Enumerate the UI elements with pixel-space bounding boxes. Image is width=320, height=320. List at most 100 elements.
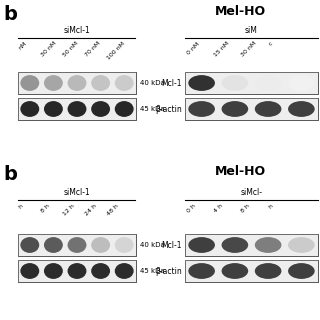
Bar: [252, 234, 285, 256]
Ellipse shape: [68, 101, 86, 117]
Bar: [185, 72, 318, 94]
Bar: [185, 234, 318, 256]
Text: 70 nM: 70 nM: [84, 41, 101, 58]
Text: 8 h: 8 h: [240, 203, 251, 213]
Bar: [18, 260, 136, 282]
Bar: [89, 234, 112, 256]
Ellipse shape: [91, 101, 110, 117]
Bar: [18, 72, 42, 94]
Ellipse shape: [188, 263, 215, 279]
Text: 100 nM: 100 nM: [106, 41, 126, 61]
Ellipse shape: [115, 263, 134, 279]
Bar: [89, 260, 112, 282]
Ellipse shape: [221, 75, 248, 91]
Text: 48 h: 48 h: [106, 203, 119, 216]
Ellipse shape: [44, 75, 63, 91]
Text: siMcl-: siMcl-: [241, 188, 262, 197]
Text: 15 nM: 15 nM: [213, 41, 230, 58]
Text: 30 nM: 30 nM: [40, 41, 57, 58]
Bar: [185, 234, 318, 256]
Text: 50 nM: 50 nM: [62, 41, 79, 58]
Bar: [42, 234, 65, 256]
Bar: [185, 72, 318, 94]
Bar: [112, 260, 136, 282]
Bar: [218, 98, 252, 120]
Ellipse shape: [221, 237, 248, 253]
Text: b: b: [3, 5, 17, 24]
Bar: [252, 260, 285, 282]
Bar: [185, 260, 318, 282]
Bar: [89, 98, 112, 120]
Ellipse shape: [188, 237, 215, 253]
Ellipse shape: [68, 237, 86, 253]
Text: Mcl-1: Mcl-1: [162, 78, 182, 87]
Ellipse shape: [68, 75, 86, 91]
Text: siM: siM: [245, 26, 258, 35]
Bar: [18, 260, 136, 282]
Bar: [285, 260, 318, 282]
Text: 45 kDa: 45 kDa: [140, 268, 164, 274]
Text: 8 h: 8 h: [40, 203, 51, 213]
Ellipse shape: [68, 263, 86, 279]
Bar: [112, 72, 136, 94]
Bar: [18, 72, 136, 94]
Ellipse shape: [44, 263, 63, 279]
Ellipse shape: [288, 263, 315, 279]
Text: β-actin: β-actin: [155, 267, 182, 276]
Text: b: b: [3, 165, 17, 184]
Bar: [218, 234, 252, 256]
Bar: [185, 260, 218, 282]
Text: siMcl-1: siMcl-1: [63, 26, 90, 35]
Text: 40 kDa: 40 kDa: [140, 242, 165, 248]
Bar: [185, 234, 218, 256]
Text: 45 kDa: 45 kDa: [140, 106, 164, 112]
Ellipse shape: [20, 75, 39, 91]
Bar: [218, 72, 252, 94]
Ellipse shape: [20, 237, 39, 253]
Text: h: h: [18, 203, 24, 209]
Text: β-actin: β-actin: [155, 105, 182, 114]
Ellipse shape: [255, 263, 281, 279]
Bar: [112, 98, 136, 120]
Text: 40 kDa: 40 kDa: [140, 80, 165, 86]
Text: 0 nM: 0 nM: [186, 41, 200, 55]
Ellipse shape: [255, 237, 281, 253]
Text: siMcl-1: siMcl-1: [63, 188, 90, 197]
Ellipse shape: [255, 75, 281, 91]
Bar: [42, 98, 65, 120]
Ellipse shape: [115, 101, 134, 117]
Text: 0 h: 0 h: [186, 203, 196, 213]
Bar: [89, 72, 112, 94]
Bar: [185, 260, 318, 282]
Bar: [112, 234, 136, 256]
Bar: [252, 98, 285, 120]
Text: Mel-HO: Mel-HO: [214, 165, 266, 178]
Text: 12 h: 12 h: [62, 203, 75, 216]
Bar: [42, 260, 65, 282]
Bar: [18, 98, 42, 120]
Bar: [285, 72, 318, 94]
Bar: [42, 72, 65, 94]
Bar: [18, 260, 42, 282]
Text: 30 nM: 30 nM: [240, 41, 257, 58]
Bar: [285, 98, 318, 120]
Bar: [218, 260, 252, 282]
Bar: [185, 98, 218, 120]
Bar: [65, 260, 89, 282]
Ellipse shape: [91, 263, 110, 279]
Bar: [252, 72, 285, 94]
Ellipse shape: [91, 237, 110, 253]
Bar: [65, 234, 89, 256]
Ellipse shape: [221, 101, 248, 117]
Ellipse shape: [221, 263, 248, 279]
Ellipse shape: [20, 263, 39, 279]
Ellipse shape: [20, 101, 39, 117]
Ellipse shape: [44, 101, 63, 117]
Text: Mcl-1: Mcl-1: [162, 241, 182, 250]
Bar: [185, 98, 318, 120]
Bar: [18, 98, 136, 120]
Ellipse shape: [288, 237, 315, 253]
Text: 24 h: 24 h: [84, 203, 97, 216]
Bar: [65, 98, 89, 120]
Ellipse shape: [44, 237, 63, 253]
